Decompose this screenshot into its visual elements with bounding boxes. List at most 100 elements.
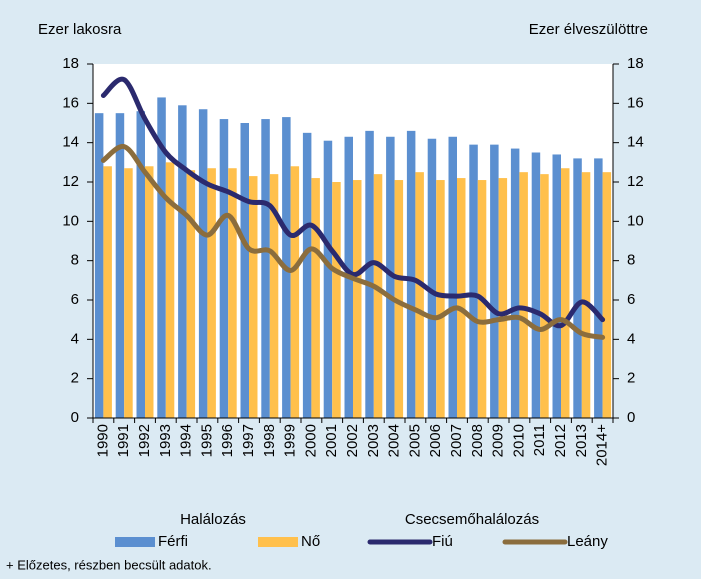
y2-tick-label: 2 [627,370,635,387]
x-tick-label: 2000 [302,424,319,457]
bar [186,170,196,418]
bar [228,168,237,418]
bar [165,162,175,418]
bar [124,168,133,418]
y2-axis-title: Ezer élveszülöttre [529,21,648,38]
x-tick-label: 2007 [448,424,465,457]
y-tick-label: 12 [62,173,79,190]
bar [332,182,341,418]
bar [219,119,229,419]
bar [311,178,320,418]
legend-label: Férfi [158,533,188,550]
x-tick-label: 1999 [282,424,299,457]
x-tick-label: 1996 [219,424,236,457]
y-tick-label: 0 [71,409,79,426]
bar [365,130,374,418]
bar [394,180,404,418]
legend-swatch [258,537,298,547]
x-tick-label: 1997 [240,424,257,457]
x-tick-label: 2010 [510,424,527,457]
bar [498,178,508,418]
bar [427,138,437,418]
bar [581,172,591,418]
x-tick-label: 2013 [573,424,590,457]
bar [240,123,249,418]
bar [290,166,300,418]
bar [531,152,541,418]
bar [198,109,208,418]
bar [373,174,383,418]
x-tick-label: 1991 [115,424,132,457]
bar [302,132,312,419]
footnote: + Előzetes, részben becsült adatok. [6,557,212,572]
x-tick-label: 1994 [178,424,195,457]
bar [145,166,154,418]
bar [510,148,520,419]
y2-tick-label: 12 [627,173,644,190]
x-tick-label: 2005 [406,424,423,457]
x-tick-label: 2009 [490,424,507,457]
bar [540,174,549,418]
x-tick-label: 1998 [261,424,278,457]
x-tick-label: 2002 [344,424,361,457]
bar [490,144,499,418]
y-tick-label: 2 [71,370,79,387]
line [100,76,606,329]
bar [594,158,603,418]
x-tick-label: 2004 [386,424,403,457]
bar [406,130,416,418]
y-tick-label: 4 [71,330,79,347]
y2-tick-label: 4 [627,330,635,347]
y-tick-label: 18 [62,55,79,72]
x-tick-label: 1993 [157,424,174,457]
y2-tick-label: 0 [627,409,635,426]
x-tick-label: 1992 [136,424,153,457]
x-tick-label: 1990 [94,424,111,457]
legend-label: Leány [567,533,608,550]
bar [602,172,612,418]
bar [103,166,112,418]
bar [552,154,561,418]
y-tick-label: 6 [71,291,79,308]
bar [353,180,362,418]
y2-tick-label: 14 [627,134,644,151]
bar [136,111,145,418]
y2-tick-label: 10 [627,212,644,229]
y2-tick-label: 18 [627,55,644,72]
bar [561,168,570,418]
legend-group: Csecsemőhalálozás [405,511,539,528]
legend-label: Fiú [432,533,453,550]
y-tick-label: 10 [62,212,79,229]
bar [448,136,457,418]
x-tick-label: 2006 [427,424,444,457]
x-tick-label: 2003 [365,424,382,457]
x-tick-label: 2001 [323,424,340,457]
bar [94,113,104,419]
x-tick-label: 2012 [552,424,569,457]
bar [323,140,333,418]
y-tick-label: 14 [62,134,79,151]
bar [415,172,424,418]
y2-tick-label: 8 [627,252,635,269]
bar [249,176,258,418]
bar [469,144,478,418]
line [100,144,606,340]
bar [157,97,166,418]
legend-label: Nő [301,533,320,550]
bar [207,168,216,418]
bar [269,174,279,418]
legend-swatch [115,537,155,547]
y2-tick-label: 16 [627,94,644,111]
bar [436,180,445,418]
y-axis-title: Ezer lakosra [38,21,122,38]
y-tick-label: 8 [71,252,79,269]
y2-tick-label: 6 [627,291,635,308]
bar [519,172,528,418]
bar [573,158,582,418]
legend-group: Halálozás [180,511,246,528]
bar [386,136,395,418]
x-tick-label: 2011 [531,424,548,456]
bar [261,119,270,419]
bar [115,113,125,419]
